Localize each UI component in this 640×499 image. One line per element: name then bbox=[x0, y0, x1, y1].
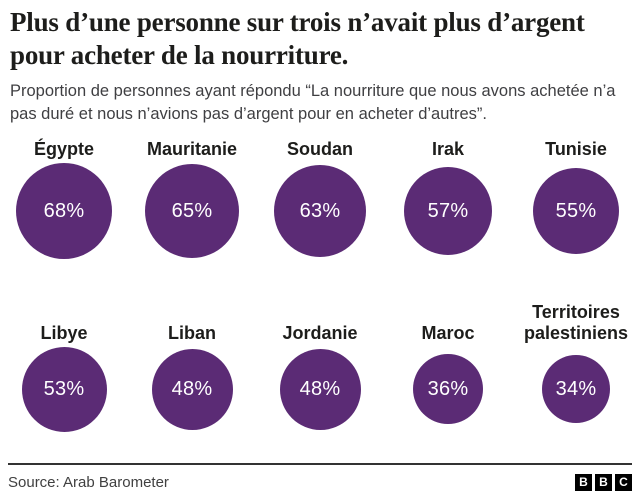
country-label: Mauritanie bbox=[146, 139, 238, 159]
bubble-area: 68% bbox=[16, 160, 112, 262]
value-bubble: 57% bbox=[404, 167, 492, 255]
value-bubble: 34% bbox=[542, 355, 610, 423]
value-bubble: 48% bbox=[279, 348, 361, 430]
country-cell-liban: Liban 48% bbox=[128, 298, 256, 434]
bubble-area: 65% bbox=[145, 160, 239, 262]
bbc-logo-letter: C bbox=[615, 473, 632, 491]
page-title: Plus d’une personne sur trois n’avait pl… bbox=[10, 7, 585, 70]
bubble-area: 36% bbox=[413, 344, 483, 434]
source-attribution: Source: Arab Barometer bbox=[8, 473, 169, 491]
bubble-area: 34% bbox=[542, 344, 610, 434]
value-label: 68% bbox=[43, 199, 85, 222]
country-cell-maroc: Maroc 36% bbox=[384, 298, 512, 434]
bubble-area: 57% bbox=[404, 160, 492, 262]
header: Plus d’une personne sur trois n’avait pl… bbox=[0, 0, 640, 126]
value-label: 55% bbox=[555, 199, 597, 222]
value-bubble: 68% bbox=[16, 163, 112, 259]
bbc-logo-letter: B bbox=[575, 473, 592, 491]
value-label: 53% bbox=[43, 377, 85, 400]
bubble-area: 48% bbox=[151, 344, 233, 434]
country-label: Irak bbox=[431, 139, 465, 159]
value-label: 36% bbox=[427, 377, 469, 400]
bbc-logo-letter: B bbox=[595, 473, 612, 491]
bbc-logo-icon: B B C bbox=[572, 473, 632, 491]
value-label: 63% bbox=[299, 199, 341, 222]
country-label: Jordanie bbox=[282, 323, 358, 343]
footer: Source: Arab Barometer B B C bbox=[8, 463, 632, 499]
subtitle: Proportion de personnes ayant répondu “L… bbox=[10, 82, 616, 123]
bubble-chart: Égypte 68% Mauritanie 65% Soudan bbox=[0, 132, 640, 434]
value-label: 57% bbox=[427, 199, 469, 222]
bubble-area: 55% bbox=[533, 160, 619, 262]
country-cell-egypte: Égypte 68% bbox=[0, 132, 128, 262]
country-label: Maroc bbox=[421, 323, 475, 343]
country-cell-territoires-palestiniens: Territoires palestiniens 34% bbox=[512, 298, 640, 434]
country-cell-libye: Libye 53% bbox=[0, 298, 128, 434]
country-cell-irak: Irak 57% bbox=[384, 132, 512, 262]
country-label: Soudan bbox=[287, 139, 353, 159]
bubble-area: 53% bbox=[21, 344, 107, 434]
bubble-area: 63% bbox=[274, 160, 366, 262]
chart-row-1: Égypte 68% Mauritanie 65% Soudan bbox=[0, 132, 640, 262]
value-bubble: 48% bbox=[151, 348, 233, 430]
value-bubble: 53% bbox=[21, 346, 107, 432]
value-label: 48% bbox=[299, 377, 341, 400]
chart-row-2: Libye 53% Liban 48% Jordanie bbox=[0, 298, 640, 434]
value-bubble: 65% bbox=[145, 164, 239, 258]
country-label: Égypte bbox=[33, 139, 94, 159]
value-label: 34% bbox=[555, 377, 597, 400]
country-label: Libye bbox=[40, 323, 88, 343]
country-label: Liban bbox=[168, 323, 216, 343]
value-label: 48% bbox=[171, 377, 213, 400]
country-cell-jordanie: Jordanie 48% bbox=[256, 298, 384, 434]
bubble-area: 48% bbox=[279, 344, 361, 434]
country-label: Tunisie bbox=[545, 139, 607, 159]
value-bubble: 36% bbox=[413, 354, 483, 424]
value-bubble: 55% bbox=[533, 168, 619, 254]
value-label: 65% bbox=[171, 199, 213, 222]
country-cell-soudan: Soudan 63% bbox=[256, 132, 384, 262]
value-bubble: 63% bbox=[274, 165, 366, 257]
country-cell-tunisie: Tunisie 55% bbox=[512, 132, 640, 262]
country-label: Territoires palestiniens bbox=[523, 302, 629, 343]
country-cell-mauritanie: Mauritanie 65% bbox=[128, 132, 256, 262]
